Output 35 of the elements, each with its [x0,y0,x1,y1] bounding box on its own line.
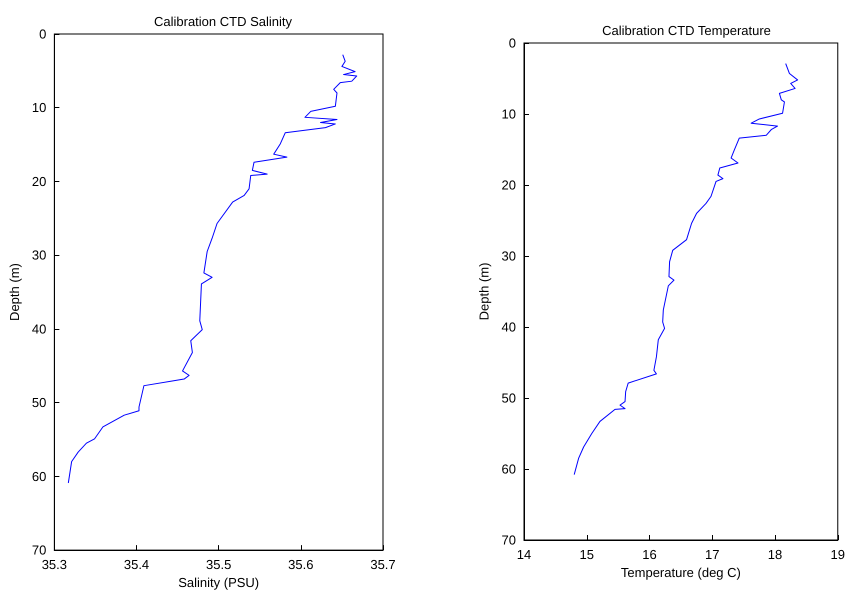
line-series [68,54,358,484]
y-tick-label: 40 [32,321,46,336]
y-tick-label: 10 [32,100,46,116]
x-axis-title: Salinity (PSU) [178,575,260,590]
y-tick-label: 50 [502,390,516,406]
x-tick-label: 16 [642,547,657,562]
chart-title: Calibration CTD Salinity [154,14,292,29]
y-tick-label: 70 [32,542,46,558]
y-tick-label: 30 [32,248,46,263]
y-tick-label: 20 [502,178,516,192]
y-tick-label: 50 [32,395,46,410]
x-tick-label: 35.4 [124,557,150,572]
y-tick-label: 0 [508,36,516,50]
x-tick-label: 35.6 [288,557,314,572]
x-tick-label: 35.5 [206,557,232,572]
x-tick-label: 15 [580,547,594,562]
line-series [574,63,798,476]
x-tick-label: 35.7 [370,557,396,572]
y-tick-label: 30 [502,248,516,264]
y-tick-label: 60 [32,468,46,484]
x-tick-label: 19 [830,547,846,562]
x-axis-title: Temperature (deg C) [620,564,741,580]
chart-title: Calibration CTD Temperature [602,23,771,38]
y-tick-label: 0 [39,26,46,42]
y-tick-label: 40 [502,320,516,334]
y-tick-label: 10 [502,106,516,122]
y-tick-label: 70 [502,532,516,548]
x-tick-label: 14 [516,547,532,562]
y-tick-label: 60 [502,462,516,476]
y-axis-title: Depth (m) [7,263,22,321]
y-axis-title: Depth (m) [476,262,492,320]
y-tick-label: 20 [32,174,46,189]
x-tick-label: 35.3 [42,557,68,572]
x-tick-label: 17 [705,547,720,562]
x-tick-label: 18 [768,547,782,562]
